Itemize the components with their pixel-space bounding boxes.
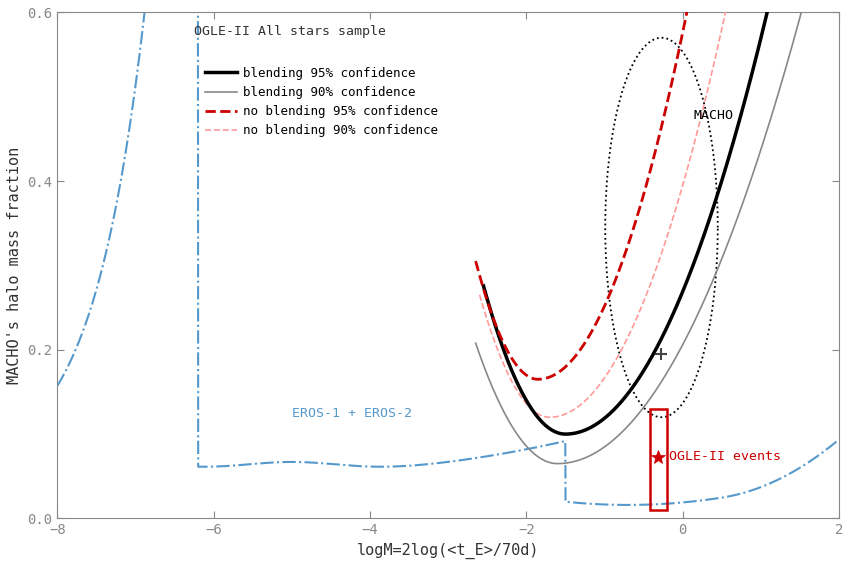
Bar [649, 409, 667, 510]
Y-axis label: MACHO's halo mass fraction: MACHO's halo mass fraction [7, 147, 22, 384]
Text: OGLE-II events: OGLE-II events [669, 451, 780, 464]
Text: EROS-1 + EROS-2: EROS-1 + EROS-2 [292, 406, 412, 419]
Text: MACHO: MACHO [694, 109, 734, 122]
Text: OGLE-II All stars sample: OGLE-II All stars sample [195, 25, 386, 38]
X-axis label: logM=2log(<t_E>/70d): logM=2log(<t_E>/70d) [357, 543, 540, 559]
Legend: blending 95% confidence, blending 90% confidence, no blending 95% confidence, no: blending 95% confidence, blending 90% co… [201, 62, 443, 143]
